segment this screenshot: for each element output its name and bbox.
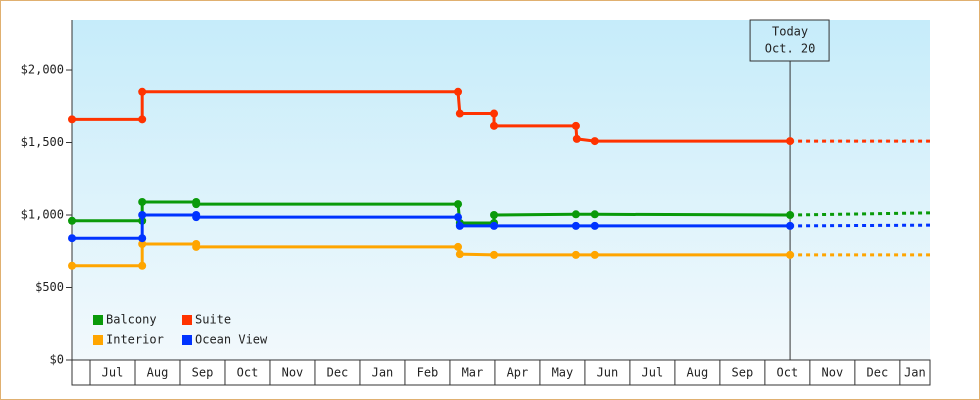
x-tick-label: Sep — [192, 366, 214, 380]
legend-label: Suite — [195, 313, 231, 327]
point — [138, 234, 147, 243]
point — [490, 250, 499, 259]
today-box — [749, 19, 830, 62]
x-tick-label: Jun — [597, 366, 619, 380]
point — [590, 250, 599, 259]
point — [455, 109, 464, 118]
legend-label: Ocean View — [195, 333, 268, 347]
point — [455, 250, 464, 259]
point — [192, 242, 201, 251]
y-tick-label: $1,500 — [21, 135, 64, 149]
point — [571, 121, 580, 130]
legend-swatch — [93, 335, 103, 345]
point — [490, 121, 499, 130]
point — [590, 137, 599, 146]
point — [571, 221, 580, 230]
point — [68, 234, 76, 243]
point — [590, 221, 599, 230]
point — [68, 115, 76, 124]
point — [192, 213, 201, 222]
today-label: Oct. 20 — [765, 42, 816, 56]
point — [572, 134, 581, 143]
x-tick-label: Sep — [732, 366, 754, 380]
point — [786, 211, 795, 220]
point — [138, 115, 147, 124]
x-tick-label: Nov — [822, 366, 844, 380]
x-tick-label: Oct — [237, 366, 259, 380]
point — [138, 240, 147, 249]
point — [138, 87, 147, 96]
y-tick-label: $0 — [50, 353, 64, 367]
point — [455, 221, 464, 230]
plot-area — [72, 20, 930, 360]
x-tick-label: Feb — [417, 366, 439, 380]
point — [454, 200, 463, 209]
point — [571, 250, 580, 259]
point — [571, 210, 580, 219]
point — [454, 213, 463, 222]
point — [490, 211, 499, 220]
x-tick-label: Oct — [777, 366, 799, 380]
legend-label: Interior — [106, 333, 164, 347]
x-tick-label: Aug — [147, 366, 169, 380]
legend-swatch — [93, 315, 103, 325]
x-tick-label: Apr — [507, 366, 529, 380]
x-tick-label: Aug — [687, 366, 709, 380]
x-tick-label: Nov — [282, 366, 304, 380]
x-tick-label: May — [552, 366, 574, 380]
x-axis-band — [71, 359, 931, 386]
y-tick-label: $1,000 — [21, 208, 64, 222]
point — [490, 109, 499, 118]
point — [786, 137, 795, 146]
x-tick-label: Dec — [867, 366, 889, 380]
x-tick-label: Dec — [327, 366, 349, 380]
legend-swatch — [182, 335, 192, 345]
point — [138, 261, 147, 270]
point — [138, 197, 147, 206]
point — [490, 221, 499, 230]
x-tick-label: Mar — [462, 366, 484, 380]
point — [138, 211, 147, 220]
y-tick-label: $500 — [35, 280, 64, 294]
legend-label: Balcony — [106, 313, 157, 327]
point — [454, 87, 463, 96]
x-tick-label: Jul — [642, 366, 664, 380]
legend-swatch — [182, 315, 192, 325]
x-tick-label: Jan — [372, 366, 394, 380]
x-tick-label: Jan — [904, 366, 926, 380]
today-label: Today — [772, 25, 808, 39]
point — [68, 261, 76, 270]
point — [192, 200, 201, 209]
y-tick-label: $2,000 — [21, 63, 64, 77]
point — [590, 210, 599, 219]
x-tick-label: Jul — [102, 366, 124, 380]
point — [786, 221, 795, 230]
point — [786, 250, 795, 259]
point — [454, 242, 463, 251]
point — [68, 216, 76, 225]
